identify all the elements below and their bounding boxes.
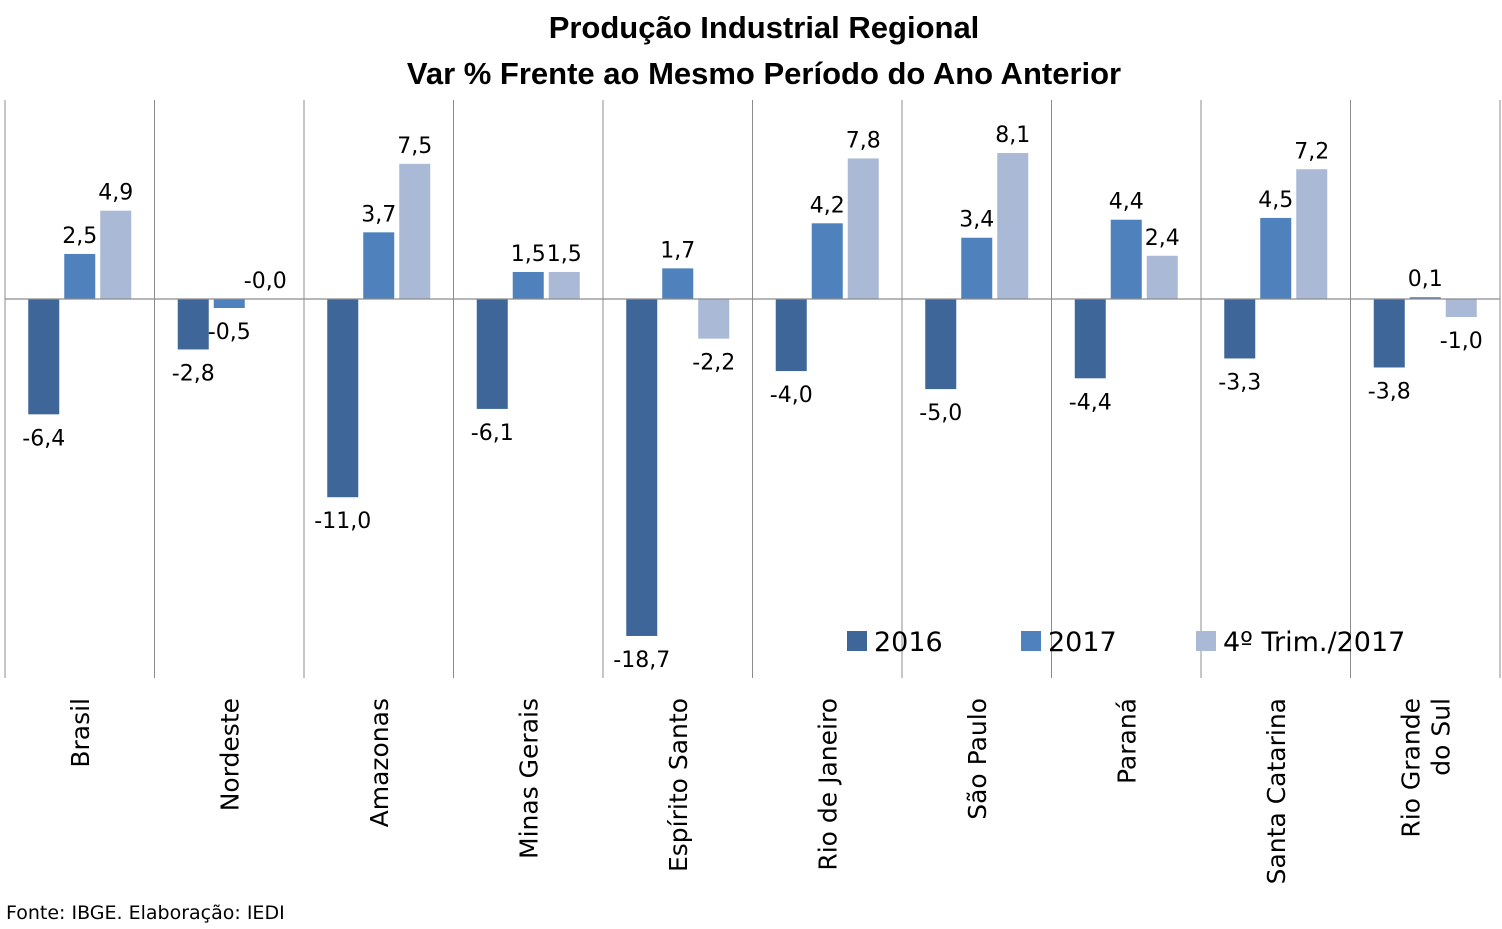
bar-4-trim-2017-8 [1296, 169, 1328, 299]
bar-2017-2 [363, 232, 395, 299]
bar-2017-8 [1260, 217, 1292, 299]
data-label: 1,5 [511, 242, 546, 267]
category-label: Rio de Janeiro [813, 698, 842, 871]
data-label: 0,1 [1408, 267, 1443, 292]
bar-2017-0 [64, 253, 96, 299]
bar-4-trim-2017-6 [997, 153, 1029, 299]
category-label: Espírito Santo [664, 698, 693, 872]
data-label: -2,2 [692, 351, 735, 376]
data-label: -3,3 [1218, 370, 1261, 395]
category-label: Minas Gerais [514, 698, 543, 859]
category-label: São Paulo [963, 698, 992, 820]
bar-4-trim-2017-0 [100, 210, 132, 299]
bar-4-trim-2017-9 [1445, 299, 1477, 318]
category-label: Nordeste [215, 698, 244, 811]
data-labels: -6,4 -2,8 -11,0 -6,1 -18,7 -4,0 -5,0 -4,4 -3,3 -3… [22, 123, 1482, 673]
category-label: Paraná [1112, 698, 1141, 784]
bar-2017-1 [213, 299, 245, 309]
bar-2017-5 [811, 223, 843, 299]
bar-2016-9 [1373, 299, 1405, 368]
data-label: -1,0 [1440, 329, 1483, 354]
data-label: 2,5 [62, 224, 97, 249]
bar-2016-3 [476, 299, 508, 409]
bar-4-trim-2017-4 [698, 299, 730, 339]
legend-entry: 2017 [1048, 627, 1117, 658]
legend-swatch [1196, 631, 1216, 651]
chart-title-line-1: Produção Industrial Regional [549, 10, 980, 45]
legend-swatch [847, 631, 867, 651]
data-label: -5,0 [919, 401, 962, 426]
bar-2016-7 [1074, 299, 1106, 379]
data-label: 7,2 [1294, 139, 1329, 164]
data-label: 4,5 [1258, 188, 1293, 213]
bar-2017-4 [662, 268, 694, 299]
bar-2016-6 [925, 299, 957, 390]
legend-entry: 4º Trim./2017 [1223, 627, 1405, 658]
data-label: -0,0 [244, 269, 287, 294]
data-label: -0,5 [208, 320, 251, 345]
bar-2016-0 [28, 299, 60, 415]
bar-2016-4 [626, 299, 658, 636]
bar-2017-9 [1409, 297, 1441, 299]
category-separators [4, 100, 1501, 678]
category-labels: Brasil Nordeste Amazonas Minas Gerais Espíri… [66, 698, 1456, 884]
data-label: -6,4 [22, 426, 65, 451]
bar-2016-8 [1224, 299, 1256, 359]
data-label: 1,5 [547, 242, 582, 267]
data-label: 4,9 [98, 181, 133, 206]
category-label: Santa Catarina [1262, 698, 1291, 884]
bar-2016-5 [775, 299, 807, 372]
chart-title: Produção Industrial Regional Var % Frente… [407, 10, 1121, 91]
bars [28, 153, 1477, 636]
data-label: 8,1 [995, 123, 1030, 148]
data-label: 4,2 [810, 193, 845, 218]
data-label: -3,8 [1368, 379, 1411, 404]
data-label: -4,0 [770, 383, 813, 408]
bar-4-trim-2017-3 [548, 271, 580, 299]
data-label: -11,0 [314, 509, 371, 534]
data-label: 2,4 [1145, 226, 1180, 251]
data-label: -4,4 [1069, 390, 1112, 415]
bar-4-trim-2017-2 [399, 163, 431, 299]
bar-2017-6 [961, 237, 993, 299]
data-label: 3,4 [959, 208, 994, 233]
legend-swatch [1021, 631, 1041, 651]
source-note: Fonte: IBGE. Elaboração: IEDI [6, 902, 285, 924]
category-label: do Sul [1426, 698, 1455, 776]
bar-4-trim-2017-7 [1146, 255, 1178, 299]
bar-2017-3 [512, 271, 544, 299]
legend: 2016 2017 4º Trim./2017 [847, 627, 1405, 658]
bar-4-trim-2017-5 [847, 158, 879, 299]
bar-2017-7 [1110, 219, 1142, 299]
data-label: 3,7 [361, 202, 396, 227]
category-label: Amazonas [365, 698, 394, 827]
data-label: 7,5 [397, 134, 432, 159]
bar-2016-1 [177, 299, 209, 350]
data-label: -6,1 [471, 421, 514, 446]
data-label: -18,7 [613, 648, 670, 673]
data-label: -2,8 [172, 361, 215, 386]
data-label: 1,7 [660, 238, 695, 263]
category-label: Brasil [66, 698, 95, 768]
chart-title-line-2: Var % Frente ao Mesmo Período do Ano Ant… [407, 56, 1121, 91]
category-label: Rio Grande [1396, 698, 1425, 838]
bar-2016-2 [327, 299, 359, 498]
data-label: 4,4 [1109, 190, 1144, 215]
data-label: 7,8 [846, 128, 881, 153]
legend-entry: 2016 [874, 627, 943, 658]
